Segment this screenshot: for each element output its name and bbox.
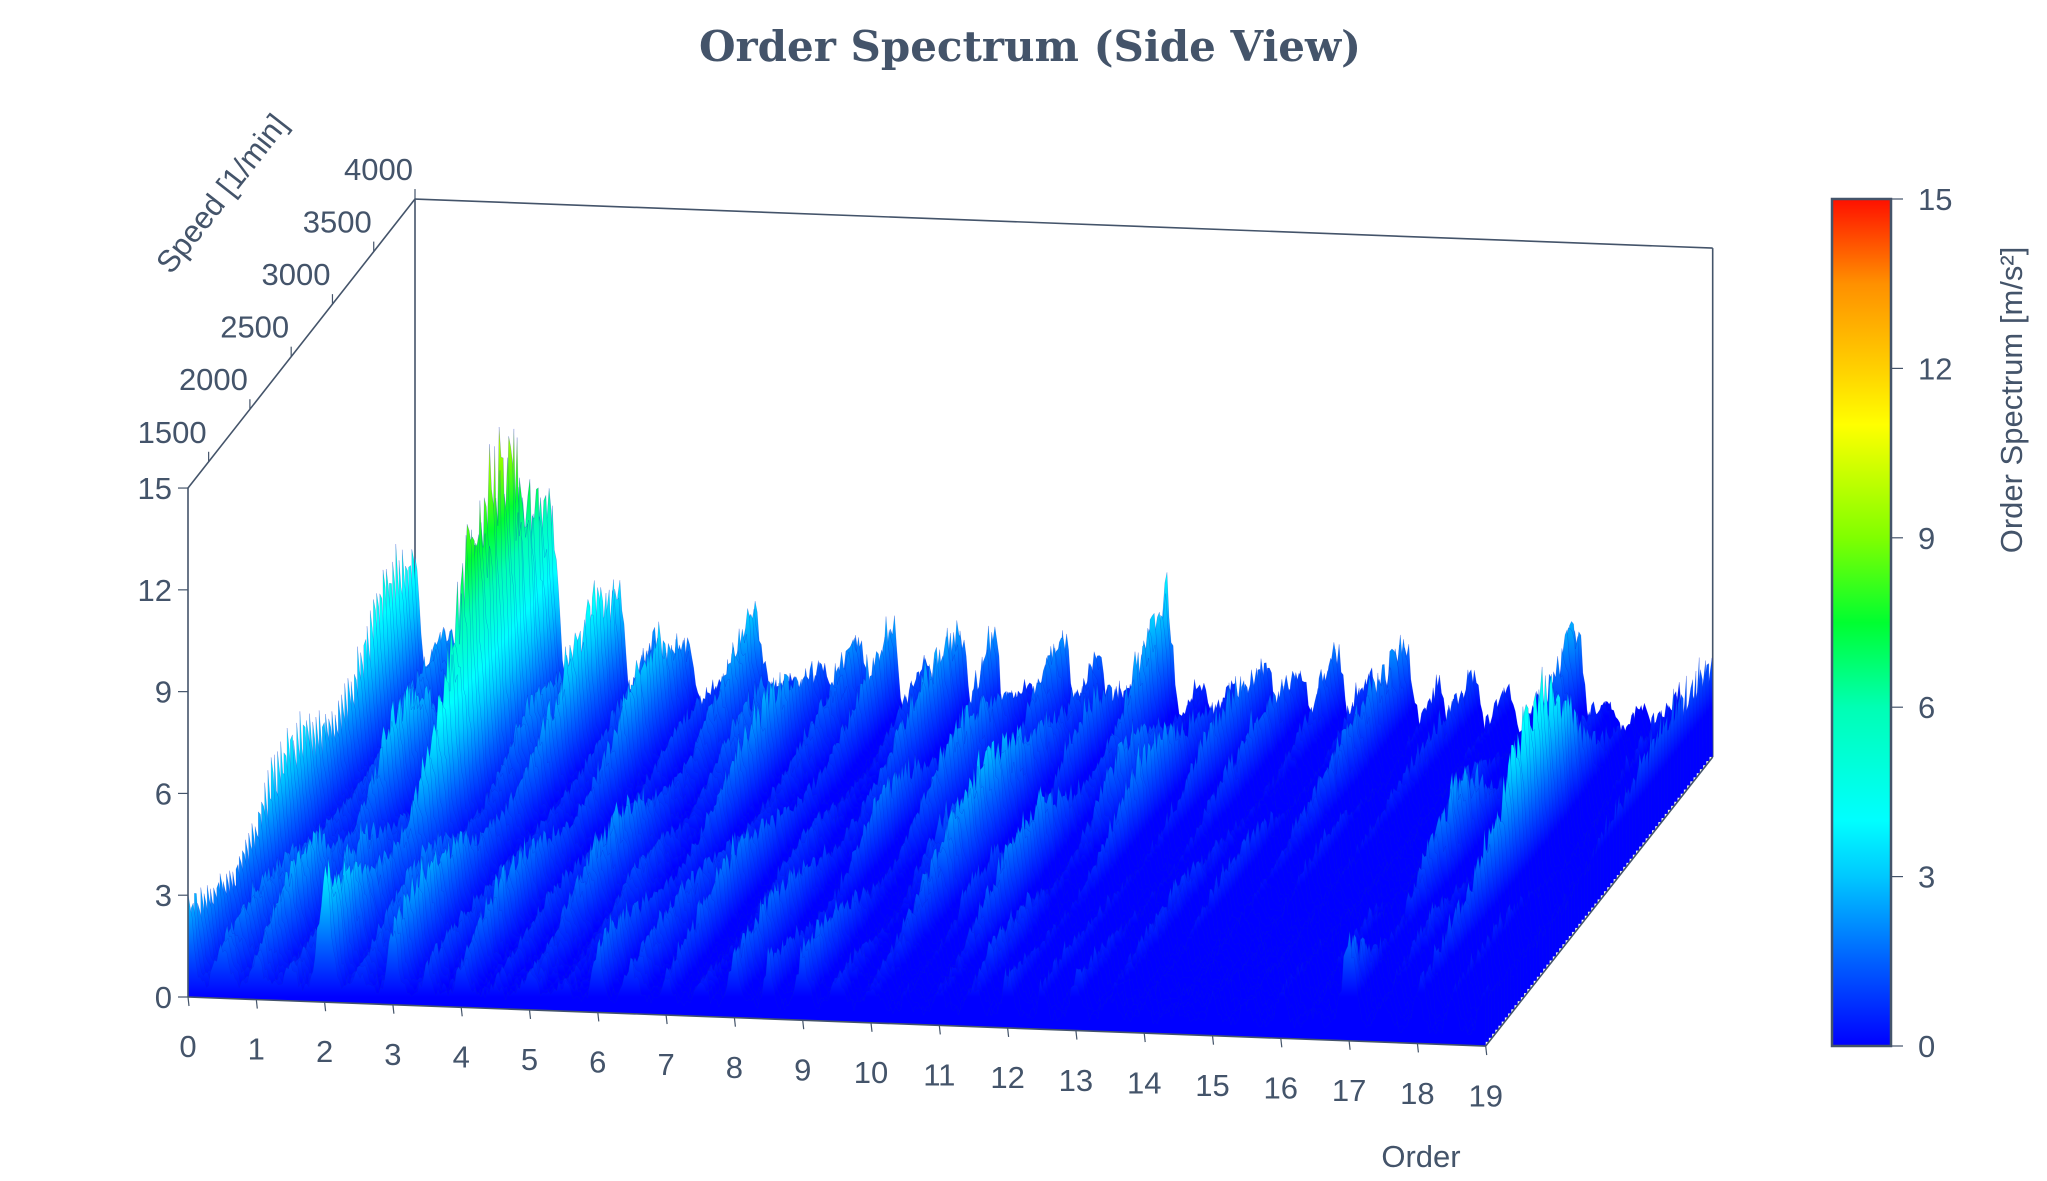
surface: [187, 426, 1713, 1047]
chart-title: Order Spectrum (Side View): [698, 22, 1362, 71]
order-tick-mark: [597, 1012, 600, 1022]
order-tick-mark: [255, 999, 258, 1009]
order-tick-label: 2: [316, 1034, 333, 1069]
z-tick-label: 0: [155, 980, 172, 1015]
order-tick-mark: [460, 1007, 463, 1017]
colorbar: 0 3 6 9 12 15 Order Spectrum [m/s²]: [1830, 182, 2029, 1064]
order-tick-mark: [665, 1014, 668, 1025]
order-tick-mark: [1485, 1045, 1488, 1056]
colorbar-tick-label: 9: [1918, 521, 1935, 556]
z-tick-label: 12: [138, 573, 172, 608]
colorbar-tick-label: 0: [1918, 1029, 1935, 1064]
floor-right-edge: [1485, 756, 1714, 1047]
colorbar-tick-label: 15: [1918, 182, 1952, 217]
order-tick-label: 0: [179, 1029, 196, 1064]
speed-tick-label: 2000: [179, 362, 248, 397]
order-axis-label: Order: [1381, 1139, 1460, 1174]
z-tick-label: 6: [155, 776, 172, 811]
colorbar-tick-label: 6: [1918, 690, 1935, 725]
speed-slice: [187, 864, 1486, 1047]
order-tick-label: 18: [1400, 1076, 1434, 1111]
order-tick-label: 5: [521, 1042, 538, 1077]
order-tick-mark: [733, 1017, 736, 1027]
order-tick-label: 17: [1332, 1073, 1366, 1108]
order-tick-mark: [1280, 1038, 1283, 1048]
order-tick-label: 1: [248, 1032, 265, 1067]
order-tick-mark: [1007, 1027, 1010, 1038]
order-tick-mark: [802, 1020, 805, 1030]
speed-tick-label: 3500: [303, 205, 372, 240]
z-tick-label: 15: [138, 471, 172, 506]
speed-tick-label: 2500: [220, 310, 289, 345]
order-tick-label: 12: [990, 1060, 1024, 1095]
speed-tick-label: 4000: [344, 152, 413, 187]
order-tick-label: 13: [1059, 1063, 1093, 1098]
order-tick-mark: [1211, 1035, 1215, 1045]
order-tick-mark: [1075, 1030, 1078, 1040]
order-tick-label: 14: [1127, 1065, 1161, 1100]
colorbar-label: Order Spectrum [m/s²]: [1994, 247, 2029, 554]
colorbar-tick-label: 12: [1918, 351, 1952, 386]
order-tick-mark: [1348, 1040, 1351, 1050]
order-tick-label: 11: [923, 1058, 955, 1093]
colorbar-bar: [1830, 197, 1893, 1048]
z-tick-label: 9: [155, 675, 172, 710]
order-tick-mark: [1416, 1043, 1419, 1053]
order-tick-label: 7: [657, 1047, 674, 1082]
speed-axis-label: Speed [1/min]: [149, 107, 294, 279]
order-tick-mark: [392, 1004, 395, 1014]
order-tick-label: 8: [726, 1050, 743, 1085]
order-axis-line: [187, 996, 1486, 1047]
colorbar-tick-label: 3: [1918, 860, 1935, 895]
z-tick-label: 3: [155, 878, 172, 913]
order-tick-mark: [870, 1022, 873, 1032]
speed-axis-line: [187, 198, 416, 489]
order-tick-label: 6: [589, 1045, 606, 1080]
order-tick-mark: [938, 1025, 941, 1035]
order-tick-label: 19: [1468, 1078, 1502, 1113]
order-tick-mark: [528, 1009, 532, 1019]
order-tick-label: 9: [794, 1052, 811, 1087]
speed-tick-label: 3000: [261, 257, 330, 292]
order-tick-label: 16: [1264, 1071, 1298, 1106]
order-tick-label: 10: [854, 1055, 888, 1090]
back-top-edge: [414, 198, 1713, 249]
speed-tick-label: 1500: [138, 415, 207, 450]
order-tick-mark: [1143, 1033, 1146, 1043]
order-tick-mark: [187, 996, 190, 1007]
order-tick-mark: [324, 1002, 327, 1012]
order-tick-label: 3: [384, 1037, 401, 1072]
order-tick-label: 4: [453, 1039, 470, 1074]
order-tick-label: 15: [1195, 1068, 1229, 1103]
